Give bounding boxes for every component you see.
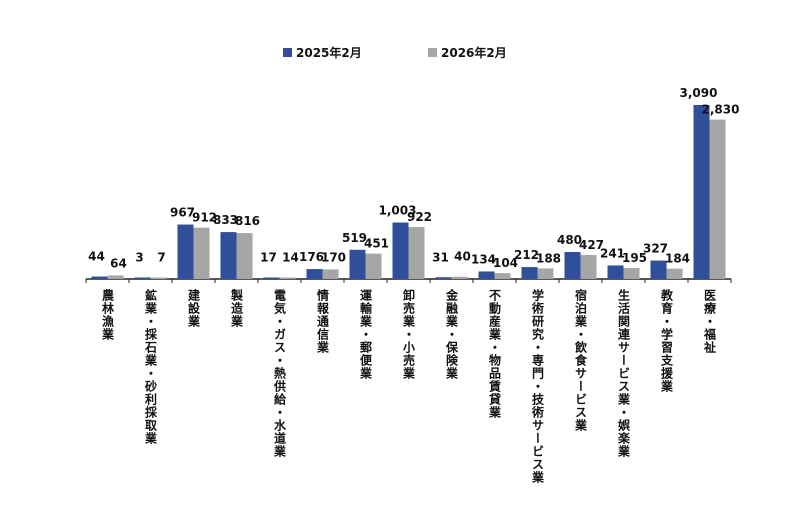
bar-2026 [365,253,382,279]
bar-2025 [435,277,452,279]
bar-2025 [564,251,581,279]
bar-2026 [107,275,124,279]
category-label: 宿泊業・飲食サービス業 [573,289,588,432]
legend-label-2026: 2026年2月 [441,46,507,60]
data-label-2025: 176 [299,250,324,264]
data-label-2026: 2,830 [702,103,740,117]
bar-2025 [134,277,151,279]
category-label: 運輸業・郵便業 [358,289,373,380]
bar-2026 [150,277,167,279]
bar-2025 [607,265,624,279]
category-label: 電気・ガス・熱供給・水道業 [272,289,287,458]
category-label: 学術研究・専門・技術サービス業 [530,289,545,484]
category-label: 不動産業・物品賃貸業 [487,289,502,419]
data-label-2026: 104 [493,256,518,270]
data-label-2025: 31 [432,250,449,264]
category-label: 鉱業・採石業・砂利採取業 [143,289,158,445]
data-label-2026: 195 [622,251,647,265]
data-label-2026: 912 [192,211,217,225]
data-label-2025: 519 [342,231,367,245]
data-label-2026: 64 [110,256,127,270]
category-label: 製造業 [229,289,244,328]
data-label-2025: 212 [514,248,539,262]
bar-2026 [322,269,339,279]
bar-2026 [666,268,683,279]
data-label-2026: 14 [282,251,299,265]
data-label-2026: 170 [321,250,346,264]
category-label: 農林漁業 [100,289,115,341]
category-label: 生活関連サービス業・娯楽業 [616,289,631,458]
bar-2026 [623,268,640,279]
data-label-2025: 833 [213,213,238,227]
legend-item-2026: 2026年2月 [428,44,507,61]
legend-label-2025: 2025年2月 [296,46,362,60]
data-label-2026: 451 [364,237,389,251]
data-label-2025: 327 [643,242,668,256]
data-label-2025: 17 [260,251,277,265]
category-label: 教育・学習支援業 [659,289,674,393]
bar-2025 [306,269,323,279]
data-label-2025: 1,003 [379,204,417,218]
bar-2025 [392,222,409,279]
bar-2026 [193,227,210,279]
bar-2025 [91,276,108,279]
data-label-2026: 427 [579,238,604,252]
bar-2026 [709,119,726,279]
legend-swatch-2026 [428,48,437,57]
legend-item-2025: 2025年2月 [283,44,362,61]
bar-2025 [220,232,237,279]
legend-swatch-2025 [283,48,292,57]
bar-2025 [177,224,194,279]
data-label-2026: 40 [454,250,471,264]
bar-2026 [580,254,597,279]
bar-2025 [263,277,280,279]
bar-2026 [451,276,468,279]
bar-2025 [693,105,710,279]
category-label: 金融業・保険業 [444,289,459,380]
data-label-2025: 241 [600,246,625,260]
bar-2026 [408,227,425,279]
data-label-2026: 922 [407,210,432,224]
data-label-2025: 44 [88,250,105,264]
bar-2026 [236,233,253,279]
bar-2026 [494,273,511,279]
data-label-2025: 134 [471,252,496,266]
bar-2025 [521,267,538,279]
data-label-2026: 7 [157,251,165,265]
data-label-2026: 188 [536,251,561,265]
category-label: 卸売業・小売業 [401,289,416,380]
bar-2026 [537,268,554,279]
bar-2026 [279,277,296,279]
data-label-2025: 3,090 [680,86,718,100]
data-label-2025: 480 [557,233,582,247]
bar-2025 [478,271,495,279]
category-label: 情報通信業 [315,289,330,354]
data-label-2025: 967 [170,206,195,220]
data-label-2026: 184 [665,252,690,266]
bar-2025 [650,260,667,279]
data-label-2026: 816 [235,214,260,228]
category-label: 建設業 [186,289,201,328]
bar-2025 [349,249,366,279]
category-label: 医療・福祉 [702,289,717,354]
data-label-2025: 3 [135,251,143,265]
